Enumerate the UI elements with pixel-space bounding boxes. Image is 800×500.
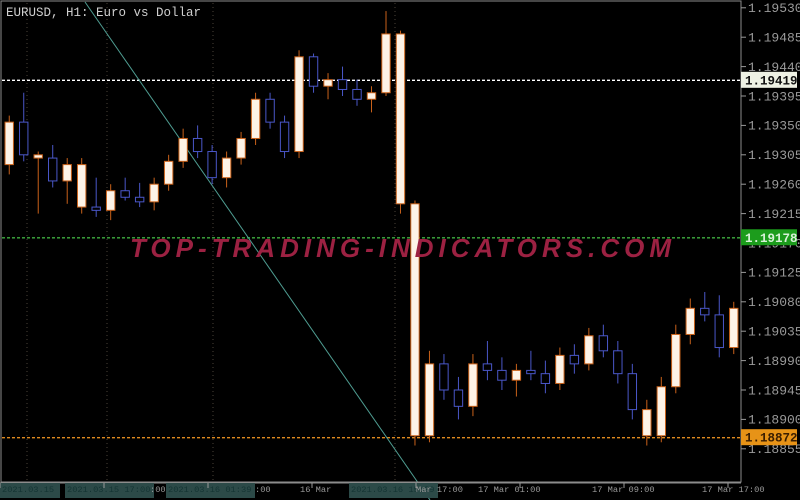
svg-text:17 Mar 09:00: 17 Mar 09:00 — [592, 485, 655, 495]
svg-text:17 Mar 17:00: 17 Mar 17:00 — [702, 485, 765, 495]
svg-text:1.18872: 1.18872 — [745, 432, 798, 446]
svg-text:1.19080: 1.19080 — [748, 295, 800, 310]
svg-text:Mar 17:00: Mar 17:00 — [416, 485, 463, 495]
svg-text::00: :00 — [255, 485, 271, 495]
svg-text:1.19035: 1.19035 — [748, 325, 800, 340]
svg-text:1.19305: 1.19305 — [748, 148, 800, 163]
svg-text:1.19178: 1.19178 — [745, 232, 798, 246]
svg-text:1.19350: 1.19350 — [748, 119, 800, 134]
svg-text:1.19395: 1.19395 — [748, 89, 800, 104]
svg-text:2021.03.15: 2021.03.15 — [2, 485, 54, 495]
svg-text:17 Mar 01:00: 17 Mar 01:00 — [478, 485, 541, 495]
svg-text:1.19485: 1.19485 — [748, 31, 800, 46]
svg-text:2021.03.16 01:39: 2021.03.16 01:39 — [168, 485, 251, 495]
svg-text:EURUSD, H1: Euro vs Dollar: EURUSD, H1: Euro vs Dollar — [6, 6, 201, 20]
svg-text:1.19260: 1.19260 — [748, 178, 800, 193]
svg-text:1.18990: 1.18990 — [748, 354, 800, 369]
svg-text:1.19530: 1.19530 — [748, 1, 800, 16]
svg-text:TOP-TRADING-INDICATORS.COM: TOP-TRADING-INDICATORS.COM — [130, 233, 676, 263]
svg-text:1.18945: 1.18945 — [748, 383, 800, 398]
svg-text:1.19215: 1.19215 — [748, 207, 800, 222]
svg-text:1.19419: 1.19419 — [745, 74, 798, 88]
svg-text::00: :00 — [150, 485, 166, 495]
svg-text:1.18900: 1.18900 — [748, 413, 800, 428]
svg-text:2021.03.15 17:00: 2021.03.15 17:00 — [67, 485, 150, 495]
svg-text:1.19125: 1.19125 — [748, 266, 800, 281]
svg-text:16 Mar: 16 Mar — [300, 485, 331, 495]
